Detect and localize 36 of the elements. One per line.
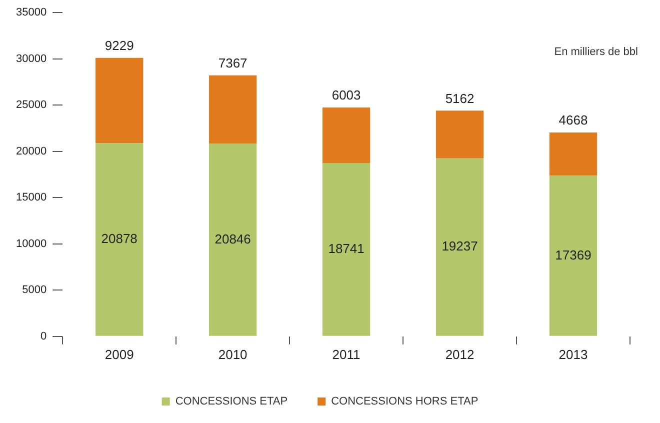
bar	[436, 158, 484, 336]
x-tick-label: 2010	[218, 346, 248, 362]
data-label: 7367	[218, 55, 248, 70]
legend-label: CONCESSIONS ETAP	[175, 396, 288, 408]
y-tick-label: 25000	[16, 99, 47, 112]
annotation: En milliers de bbl	[554, 46, 638, 58]
data-label: 6003	[332, 88, 361, 103]
bar	[549, 132, 598, 176]
y-tick-label: 0	[40, 330, 47, 342]
data-label: 9229	[104, 38, 134, 53]
y-tick-label: 30000	[16, 52, 47, 65]
data-label: 19237	[442, 238, 478, 254]
data-label: 20846	[214, 231, 251, 246]
y-tick-label: 10000	[16, 238, 47, 250]
y-tick-label: 5000	[22, 284, 47, 296]
y-tick-label: 20000	[16, 145, 47, 158]
x-tick-label: 2011	[332, 346, 360, 362]
bar	[208, 144, 257, 336]
bar	[208, 75, 257, 144]
x-tick-label: 2009	[104, 346, 134, 362]
bar	[322, 163, 370, 336]
bar	[549, 176, 598, 336]
data-label: 20878	[101, 231, 138, 246]
y-tick-label: 35000	[16, 6, 47, 19]
y-tick-label: 15000	[16, 192, 47, 204]
bar	[322, 107, 370, 164]
legend-label: CONCESSIONS HORS ETAP	[331, 396, 478, 408]
data-label: 4668	[558, 112, 588, 128]
bar	[436, 110, 484, 158]
bar	[96, 143, 144, 336]
bar	[96, 58, 144, 144]
data-label: 18741	[328, 241, 364, 256]
x-tick-label: 2012	[445, 346, 474, 362]
x-tick-label: 2013	[558, 346, 588, 362]
data-label: 5162	[445, 90, 474, 106]
data-label: 17369	[555, 247, 592, 262]
